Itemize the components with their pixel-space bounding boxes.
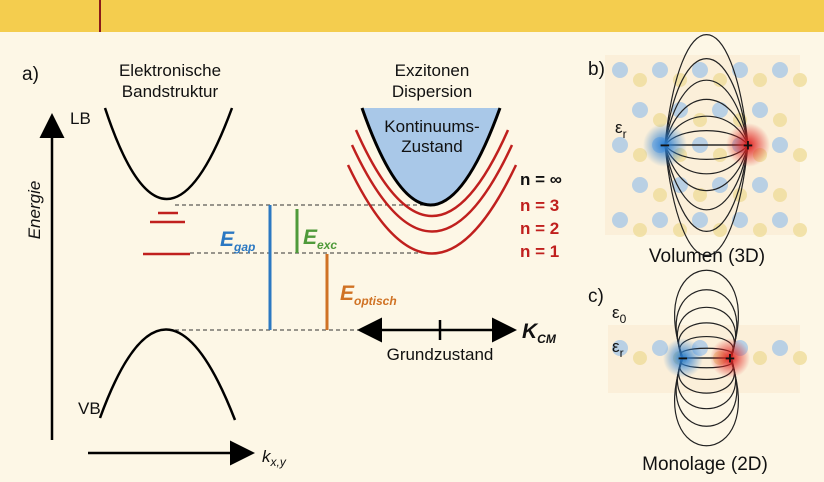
- atom: [692, 62, 708, 78]
- band-title: Bandstruktur: [122, 82, 219, 101]
- e-optical-main: E: [340, 282, 355, 305]
- atom: [773, 188, 787, 202]
- atom: [772, 212, 788, 228]
- atom: [693, 113, 707, 127]
- level-label: n = 1: [520, 242, 559, 261]
- atom: [713, 148, 727, 162]
- kcm-sub: CM: [537, 332, 557, 346]
- atom: [793, 223, 807, 237]
- atom: [612, 212, 628, 228]
- level-label: n = ∞: [520, 170, 562, 189]
- atom: [732, 212, 748, 228]
- e-gap-main: E: [220, 228, 235, 251]
- ground-state: Grundzustand: [387, 345, 494, 364]
- caption: Volumen (3D): [649, 246, 765, 267]
- panel-label: a): [22, 64, 39, 85]
- energy-label: Energie: [25, 181, 44, 240]
- panel-label: c): [588, 286, 604, 307]
- diagram: a) Elektronische Bandstruktur Exzitonen …: [0, 0, 824, 482]
- vb-label: VB: [78, 399, 101, 418]
- atom: [753, 223, 767, 237]
- panel-label: b): [588, 59, 605, 80]
- atom: [772, 340, 788, 356]
- lb-label: LB: [70, 109, 91, 128]
- atom: [633, 73, 647, 87]
- caption: Monolage (2D): [642, 454, 768, 475]
- atom: [633, 351, 647, 365]
- exciton-title: Dispersion: [392, 82, 472, 101]
- atom: [712, 102, 728, 118]
- e-exc-sub: exc: [317, 238, 337, 252]
- atom: [652, 212, 668, 228]
- continuum-label: Zustand: [401, 137, 462, 156]
- level-label: n = 3: [520, 196, 559, 215]
- exciton-title: Exzitonen: [395, 61, 470, 80]
- atom: [793, 148, 807, 162]
- plus: +: [725, 349, 735, 368]
- k-sub: x,y: [270, 455, 287, 469]
- e-optical-sub: optisch: [354, 294, 397, 308]
- atom: [712, 177, 728, 193]
- atom: [653, 188, 667, 202]
- minus: −: [660, 136, 670, 155]
- plus: +: [743, 136, 753, 155]
- eps-sub: r: [620, 346, 624, 360]
- atom: [692, 212, 708, 228]
- atom: [793, 351, 807, 365]
- e-gap-sub: gap: [233, 240, 255, 254]
- minus: −: [678, 349, 688, 368]
- atom: [752, 177, 768, 193]
- top-band: [0, 0, 824, 32]
- e-exc-main: E: [303, 226, 318, 249]
- continuum-label: Kontinuums-: [384, 117, 479, 136]
- panel-b: − + b) εr Volumen (3D): [588, 35, 807, 267]
- atom: [753, 351, 767, 365]
- atom: [732, 62, 748, 78]
- atom: [612, 62, 628, 78]
- atom: [633, 223, 647, 237]
- eps-sub: 0: [620, 312, 627, 326]
- atom: [632, 102, 648, 118]
- atom: [793, 73, 807, 87]
- atom: [773, 113, 787, 127]
- atom: [652, 62, 668, 78]
- atom: [632, 177, 648, 193]
- band-title: Elektronische: [119, 61, 221, 80]
- atom: [753, 73, 767, 87]
- atom: [772, 62, 788, 78]
- level-label: n = 2: [520, 219, 559, 238]
- atom: [772, 137, 788, 153]
- eps-sub: r: [623, 127, 627, 141]
- atom: [752, 102, 768, 118]
